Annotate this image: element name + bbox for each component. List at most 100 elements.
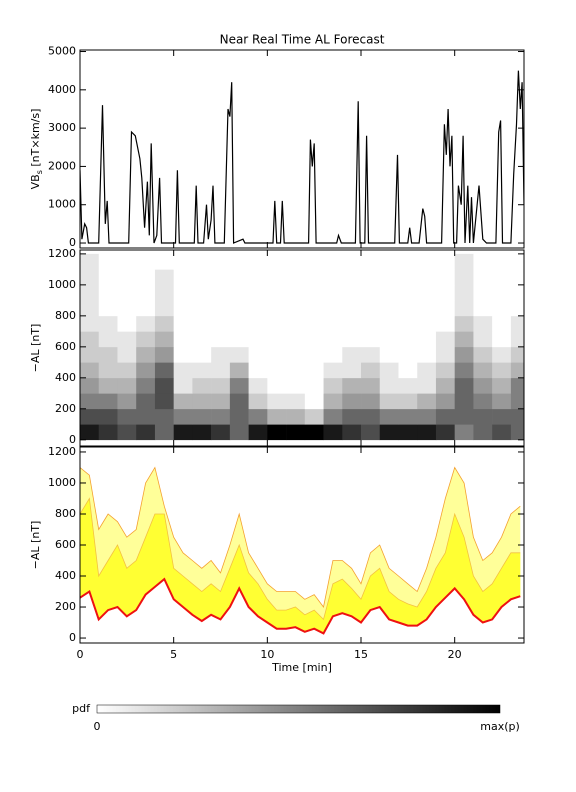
heatmap-cell <box>211 300 231 317</box>
heatmap-cell <box>379 315 399 332</box>
heatmap-cell <box>211 393 231 410</box>
heatmap-cell <box>398 300 418 317</box>
heatmap-cell <box>492 424 512 441</box>
heatmap-cell <box>361 362 381 379</box>
heatmap-cell <box>342 377 362 394</box>
heatmap-cell <box>473 424 493 441</box>
heatmap-cell <box>398 393 418 410</box>
heatmap-cell <box>192 331 212 348</box>
heatmap-cell <box>229 315 249 332</box>
heatmap-cell <box>229 300 249 317</box>
heatmap-cell <box>248 424 268 441</box>
heatmap-cell <box>117 331 137 348</box>
heatmap-cell <box>454 284 474 301</box>
heatmap-cell <box>173 408 193 425</box>
heatmap-cell <box>454 253 474 270</box>
heatmap-cell <box>473 393 493 410</box>
heatmap-cell <box>248 346 268 363</box>
heatmap-cell <box>304 424 324 441</box>
quantile-band <box>80 498 521 634</box>
heatmap-cell <box>267 253 287 270</box>
heatmap-cell <box>435 424 455 441</box>
heatmap-cell <box>323 424 343 441</box>
y-tick-label: 5000 <box>48 45 76 58</box>
heatmap-cell <box>398 377 418 394</box>
heatmap-cell <box>173 362 193 379</box>
heatmap-cell <box>117 393 137 410</box>
heatmap-cell <box>304 362 324 379</box>
heatmap-cell <box>379 284 399 301</box>
heatmap-cell <box>286 315 306 332</box>
heatmap-cell <box>211 408 231 425</box>
heatmap-cell <box>492 346 512 363</box>
heatmap-cell <box>80 393 100 410</box>
heatmap-cell <box>473 408 493 425</box>
heatmap-cell <box>117 424 137 441</box>
heatmap-cell <box>117 346 137 363</box>
heatmap-cell <box>342 393 362 410</box>
x-tick-label: 15 <box>354 648 368 661</box>
heatmap-cell <box>248 408 268 425</box>
heatmap-cell <box>454 346 474 363</box>
heatmap-cell <box>323 331 343 348</box>
heatmap-cell <box>379 377 399 394</box>
heatmap-cell <box>136 393 156 410</box>
heatmap-cell <box>248 269 268 286</box>
heatmap-cell <box>435 393 455 410</box>
y-tick-label: 1000 <box>48 198 76 211</box>
heatmap-cell <box>136 253 156 270</box>
heatmap-cell <box>136 300 156 317</box>
chart-title: Near Real Time AL Forecast <box>220 33 385 47</box>
heatmap-cell <box>192 377 212 394</box>
heatmap-cell <box>80 346 100 363</box>
heatmap-cell <box>229 362 249 379</box>
heatmap-cell <box>342 300 362 317</box>
heatmap-cell <box>510 331 524 348</box>
heatmap-cell <box>454 331 474 348</box>
heatmap-cell <box>154 408 174 425</box>
heatmap-cell <box>80 424 100 441</box>
heatmap-cell <box>323 269 343 286</box>
heatmap-cell <box>173 300 193 317</box>
heatmap-cell <box>173 253 193 270</box>
heatmap-cell <box>267 408 287 425</box>
heatmap-cell <box>361 269 381 286</box>
heatmap-cell <box>286 346 306 363</box>
heatmap-cell <box>248 284 268 301</box>
y-tick-label: 800 <box>55 309 76 322</box>
heatmap-cell <box>154 362 174 379</box>
heatmap-cell <box>286 424 306 441</box>
heatmap-cell <box>304 284 324 301</box>
heatmap-cell <box>492 269 512 286</box>
heatmap-cell <box>286 393 306 410</box>
heatmap-cell <box>267 362 287 379</box>
heatmap-cell <box>248 253 268 270</box>
axis-box <box>79 49 525 249</box>
heatmap-cell <box>192 269 212 286</box>
heatmap-cell <box>492 362 512 379</box>
colorbar-min: 0 <box>94 720 101 733</box>
heatmap-cell <box>229 377 249 394</box>
heatmap-cell <box>473 315 493 332</box>
heatmap-cell <box>192 346 212 363</box>
y-tick-label: 1200 <box>48 445 76 458</box>
heatmap-cell <box>492 331 512 348</box>
heatmap-cell <box>379 269 399 286</box>
heatmap-cell <box>417 300 437 317</box>
heatmap-cell <box>267 346 287 363</box>
heatmap-cell <box>229 424 249 441</box>
heatmap-cell <box>80 300 100 317</box>
heatmap-cell <box>510 408 524 425</box>
heatmap-cell <box>211 424 231 441</box>
heatmap-cell <box>492 253 512 270</box>
heatmap-cell <box>435 300 455 317</box>
heatmap-cell <box>379 300 399 317</box>
heatmap-cell <box>304 269 324 286</box>
heatmap-cell <box>379 424 399 441</box>
heatmap-cell <box>154 424 174 441</box>
heatmap-cell <box>154 269 174 286</box>
heatmap-cell <box>473 362 493 379</box>
heatmap-cell <box>379 346 399 363</box>
heatmap-cell <box>98 315 118 332</box>
